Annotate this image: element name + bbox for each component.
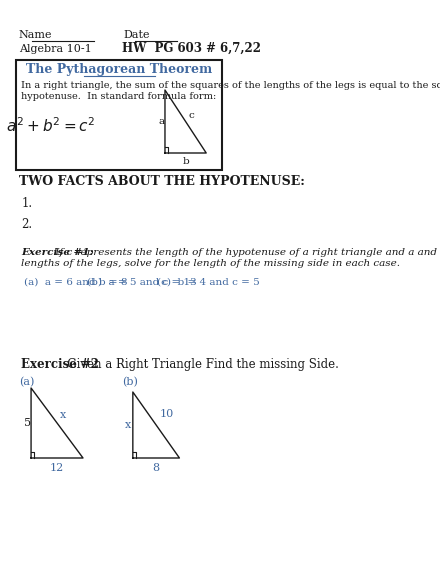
Text: Date: Date — [123, 30, 150, 40]
Text: 12: 12 — [50, 463, 64, 473]
Text: x: x — [60, 410, 66, 420]
Text: (c)  b = 4 and c = 5: (c) b = 4 and c = 5 — [157, 278, 260, 287]
FancyBboxPatch shape — [16, 60, 222, 170]
Text: a: a — [158, 117, 164, 126]
Text: (b)  a = 5 and c = 13: (b) a = 5 and c = 13 — [87, 278, 197, 287]
Text: Exercise #2: Exercise #2 — [22, 358, 99, 371]
Text: b: b — [182, 157, 189, 166]
Text: Given a Right Triangle Find the missing Side.: Given a Right Triangle Find the missing … — [56, 358, 339, 371]
Text: The Pythagorean Theorem: The Pythagorean Theorem — [26, 63, 213, 76]
Text: Name: Name — [19, 30, 52, 40]
Text: Algebra 10-1: Algebra 10-1 — [19, 44, 92, 54]
Text: In a right triangle, the sum of the squares of the lengths of the legs is equal : In a right triangle, the sum of the squa… — [22, 81, 440, 90]
Text: 10: 10 — [159, 409, 174, 419]
Text: 1.: 1. — [22, 197, 33, 210]
Text: HW  PG 603 # 6,7,22: HW PG 603 # 6,7,22 — [122, 42, 261, 55]
Text: If c represents the length of the hypotenuse of a right triangle and a and b rep: If c represents the length of the hypote… — [52, 248, 440, 257]
Text: 5: 5 — [24, 418, 31, 428]
Text: (a): (a) — [19, 377, 34, 387]
Text: $a^2+b^2=c^2$: $a^2+b^2=c^2$ — [6, 116, 95, 135]
Text: x: x — [125, 420, 132, 430]
Text: (b): (b) — [122, 377, 138, 387]
Text: c: c — [189, 110, 194, 119]
Text: Exercise #1:: Exercise #1: — [22, 248, 94, 257]
Text: lengths of the legs, solve for the length of the missing side in each case.: lengths of the legs, solve for the lengt… — [22, 259, 400, 268]
Text: (a)  a = 6 and b = 8: (a) a = 6 and b = 8 — [24, 278, 128, 287]
Text: hypotenuse.  In standard formula form:: hypotenuse. In standard formula form: — [22, 92, 216, 101]
Text: 2.: 2. — [22, 218, 33, 231]
Text: 8: 8 — [153, 463, 160, 473]
Text: TWO FACTS ABOUT THE HYPOTENUSE:: TWO FACTS ABOUT THE HYPOTENUSE: — [19, 175, 304, 188]
